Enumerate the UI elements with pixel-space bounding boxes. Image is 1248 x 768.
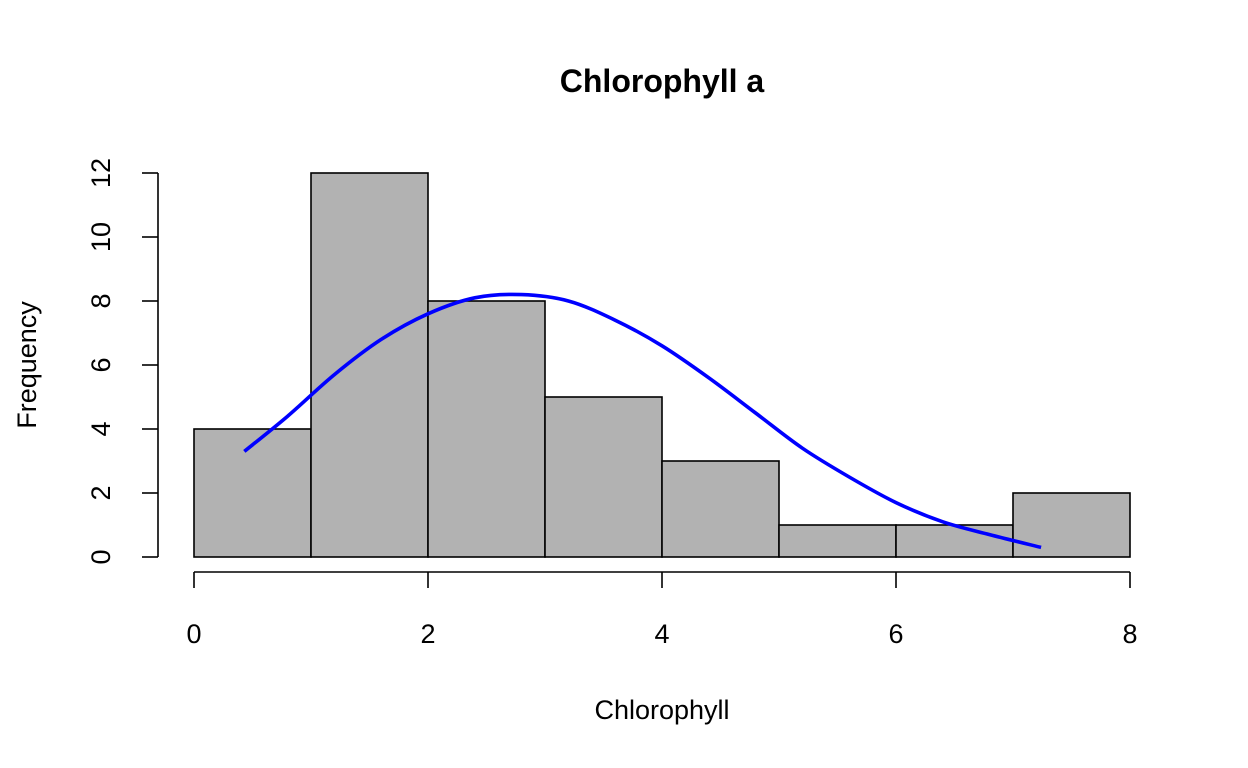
x-axis-label: Chlorophyll: [594, 695, 729, 725]
histogram-bar: [661, 460, 780, 558]
histogram-bar: [778, 524, 897, 558]
y-axis-label: Frequency: [12, 301, 42, 429]
histogram-bar: [1012, 492, 1131, 558]
y-tick-label: 2: [86, 485, 116, 500]
histogram-bar: [193, 428, 312, 558]
histogram-bar: [310, 172, 429, 558]
histogram-bar: [544, 396, 663, 558]
y-tick-label: 0: [86, 549, 116, 564]
histogram-bar: [427, 300, 546, 558]
y-tick-label: 12: [86, 158, 116, 188]
bars-group: [193, 172, 1131, 558]
y-tick-label: 10: [86, 222, 116, 252]
y-tick-label: 4: [86, 421, 116, 436]
chart-title: Chlorophyll a: [560, 63, 765, 99]
y-tick-label: 8: [86, 293, 116, 308]
histogram-bar: [895, 524, 1014, 558]
x-axis: 0 2 4 6 8: [186, 571, 1138, 649]
x-tick-label: 8: [1122, 619, 1137, 649]
x-tick-label: 2: [420, 619, 435, 649]
normal-curve: [243, 292, 1042, 550]
x-tick-label: 4: [654, 619, 669, 649]
x-tick-label: 0: [186, 619, 201, 649]
y-axis: 0 2 4 6 8 10 12: [86, 158, 159, 565]
x-tick-label: 6: [888, 619, 903, 649]
y-tick-label: 6: [86, 357, 116, 372]
